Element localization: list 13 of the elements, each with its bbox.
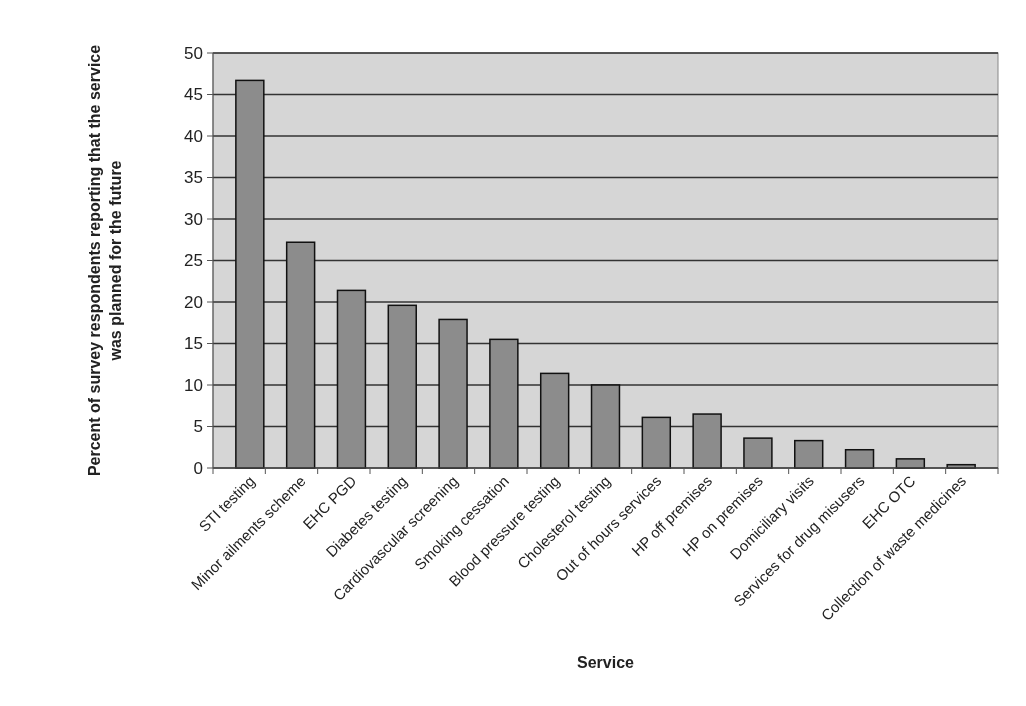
y-tick-label: 5: [193, 417, 203, 437]
y-tick-label: 40: [184, 126, 203, 146]
y-tick-label: 15: [184, 334, 203, 354]
y-tick-label: 0: [193, 458, 203, 478]
y-tick-label: 35: [184, 168, 203, 188]
y-tick-label: 10: [184, 375, 203, 395]
y-tick-label: 50: [184, 43, 203, 63]
y-tick-label: 45: [184, 85, 203, 105]
y-tick-label: 20: [184, 292, 203, 312]
y-tick-label: 25: [184, 251, 203, 271]
y-tick-label: 30: [184, 209, 203, 229]
x-axis-title: Service: [577, 654, 635, 671]
y-axis-title: Percent of survey respondents reporting that the service was planned for the future: [85, 44, 124, 477]
